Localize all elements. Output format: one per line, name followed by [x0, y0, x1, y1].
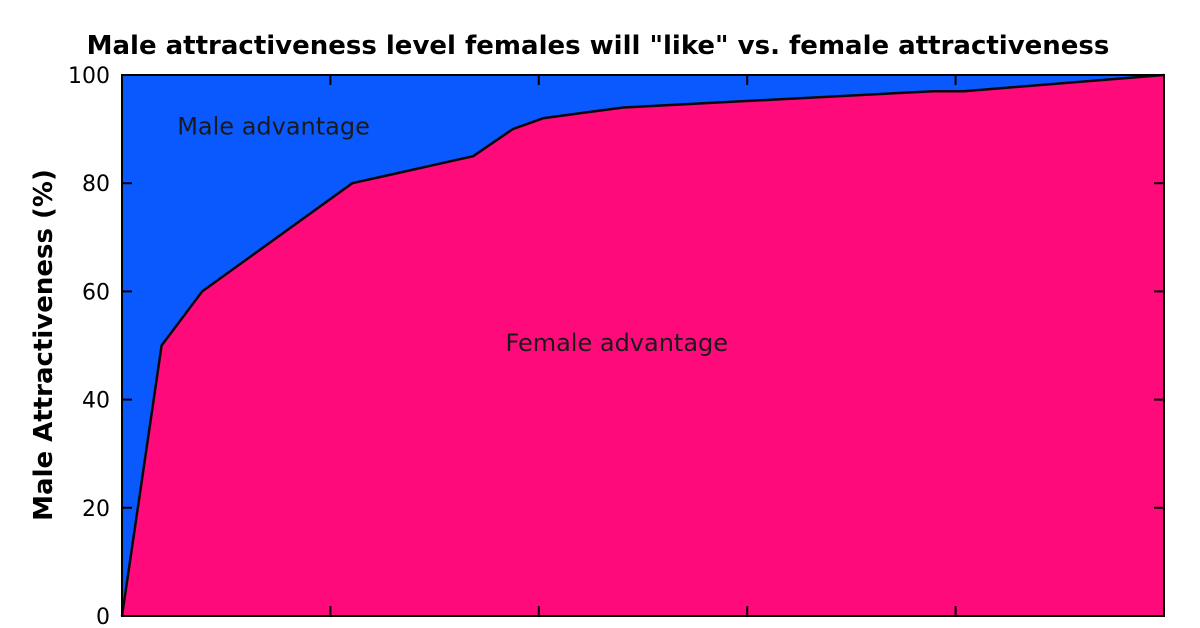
female-advantage-region	[122, 75, 1164, 616]
y-tick-label: 0	[96, 605, 110, 628]
y-tick-label: 80	[82, 172, 110, 197]
female-advantage-label: Female advantage	[505, 329, 728, 357]
y-tick-labels: 0 20 40 60 80 100	[68, 64, 110, 628]
plot-frame	[121, 74, 1165, 617]
plot-area: Male advantage Female advantage	[120, 73, 1165, 617]
male-advantage-label: Male advantage	[177, 113, 370, 141]
series-line	[120, 73, 1165, 617]
y-tick-label: 60	[82, 280, 110, 305]
y-tick-label: 100	[68, 64, 110, 89]
y-axis-label: Male Attractiveness (%)	[29, 169, 59, 521]
y-tick-label: 20	[82, 497, 110, 522]
y-tick-label: 40	[82, 389, 110, 414]
chart-title: Male attractiveness level females will "…	[87, 31, 1110, 61]
